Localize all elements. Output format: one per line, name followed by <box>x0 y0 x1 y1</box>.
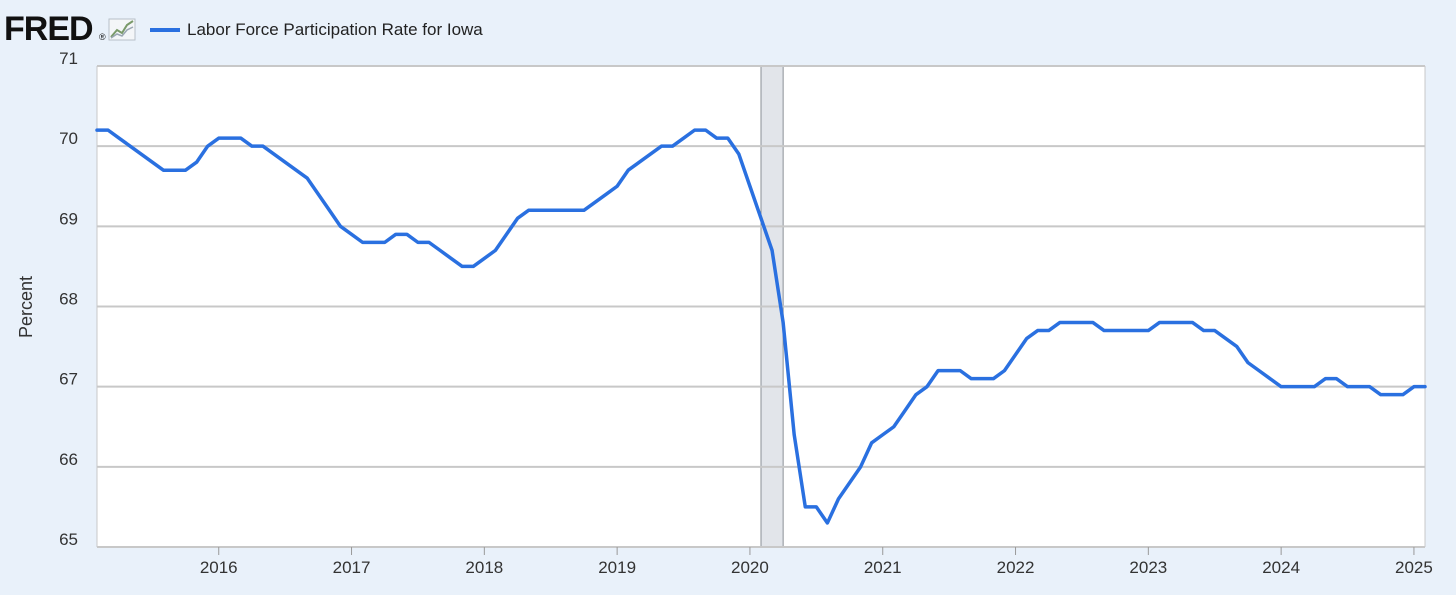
y-tick-label: 71 <box>59 49 78 68</box>
x-tick-label: 2025 <box>1395 558 1433 577</box>
fred-logo-text: FRED <box>4 10 93 48</box>
y-tick-label: 67 <box>59 370 78 389</box>
x-tick-label: 2020 <box>731 558 769 577</box>
y-tick-label: 65 <box>59 530 78 549</box>
sparkline-chart-icon <box>108 18 136 41</box>
y-axis-label: Percent <box>16 276 36 338</box>
y-tick-label: 69 <box>59 209 78 228</box>
x-tick-label: 2023 <box>1129 558 1167 577</box>
legend-label: Labor Force Participation Rate for Iowa <box>187 20 483 39</box>
x-tick-label: 2016 <box>200 558 238 577</box>
fred-logo[interactable]: FRED ® <box>4 10 136 48</box>
legend[interactable]: Labor Force Participation Rate for Iowa <box>150 20 483 39</box>
y-tick-label: 66 <box>59 450 78 469</box>
gridlines <box>96 65 1426 548</box>
x-tick-label: 2021 <box>864 558 902 577</box>
y-tick-labels: 65 66 67 68 69 70 71 <box>59 49 78 549</box>
x-tick-label: 2024 <box>1262 558 1300 577</box>
registered-mark: ® <box>99 32 106 42</box>
y-tick-label: 70 <box>59 129 78 148</box>
series-line[interactable] <box>95 128 1427 525</box>
x-tick-label: 2018 <box>465 558 503 577</box>
x-tick-label: 2019 <box>598 558 636 577</box>
x-tick-label: 2017 <box>333 558 371 577</box>
y-tick-label: 68 <box>59 290 78 309</box>
x-tick-label: 2022 <box>997 558 1035 577</box>
series-layer[interactable] <box>95 128 1427 525</box>
x-tick-labels: 2016 2017 2018 2019 2020 2021 2022 2023 2024 2025 <box>200 547 1433 577</box>
